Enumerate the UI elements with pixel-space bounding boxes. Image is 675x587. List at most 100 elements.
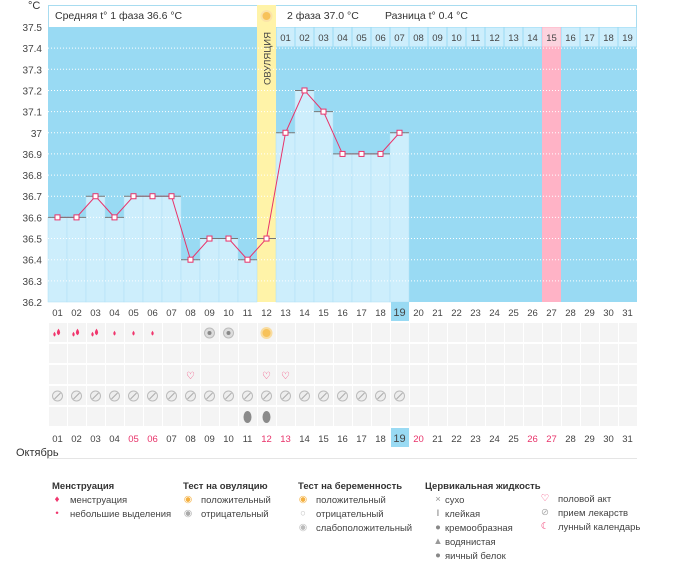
date-bottom-label: 13 [280,434,291,445]
legend-item-label: небольшие выделения [70,509,172,520]
temperature-point [396,129,403,136]
mark-cell [619,407,637,426]
date-label: 12 [261,308,272,319]
date-bottom-label: 27 [546,434,557,445]
heart-icon: ♡ [540,493,550,504]
spotting-icon [113,330,116,336]
date-label: 27 [546,308,557,319]
legend-item-label: положительный [201,495,271,506]
mark-cell [429,323,447,342]
temperature-point [339,150,346,157]
month-label: Октябрь [16,447,59,459]
heart-icon: ♡ [186,371,195,382]
mark-cell [619,323,637,342]
y-tick-label: 36.9 [23,150,43,161]
mark-cell [125,407,143,426]
pill-icon [149,392,156,400]
mark-cell [125,344,143,363]
egg-white-icon [243,411,252,423]
mark-cell [315,365,333,384]
cycle-day-label: 09 [432,33,443,44]
mark-cell [486,365,504,384]
mark-cell [68,344,86,363]
legend-item-label: менструация [70,495,128,506]
y-tick-label: 36.2 [23,298,43,309]
pill-icon [111,392,118,400]
cycle-day-cell [618,27,637,47]
mark-cell [486,323,504,342]
date-label: 28 [565,308,576,319]
mark-cell [334,365,352,384]
pill-icon [358,392,365,400]
mark-cell [429,407,447,426]
mark-cell [543,407,561,426]
watery-icon: ▲ [433,536,443,547]
divider [48,458,637,459]
mark-cell [543,323,561,342]
mark-cell [581,365,599,384]
date-label: 23 [470,308,481,319]
mark-cell [163,365,181,384]
mark-cell [600,407,618,426]
mark-cell [467,386,485,405]
temperature-point [149,193,156,200]
date-bottom-label: 17 [356,434,367,445]
date-bottom-label: 14 [299,434,310,445]
date-bottom-label: 12 [261,434,272,445]
cycle-day-cell [428,27,447,47]
date-bottom-label: 07 [166,434,177,445]
menstruation-icon: ♦ [54,494,60,505]
date-bottom-label: 25 [508,434,519,445]
temperature-point [244,256,251,263]
mark-cell [277,365,295,384]
date-label: 14 [299,308,310,319]
date-bottom-label: 06 [147,434,158,445]
mark-cell [524,344,542,363]
date-label: 09 [204,308,215,319]
spotting-icon: • [55,508,59,519]
mark-cell [87,344,105,363]
mark-cell [315,344,333,363]
cycle-day-label: 10 [451,33,462,44]
mark-cell [467,365,485,384]
mark-cell [144,407,162,426]
date-label: 25 [508,308,519,319]
mark-cell [182,365,200,384]
legend-item-label: отрицательный [316,509,384,520]
ovulation-negative-icon [226,331,231,335]
cycle-day-cell [352,27,371,47]
creamy-icon: ● [435,522,441,533]
mark-cell [334,344,352,363]
mark-cell [429,365,447,384]
date-bottom-label: 28 [565,434,576,445]
cycle-day-label: 18 [603,33,614,44]
date-label: 21 [432,308,443,319]
mark-cell [277,323,295,342]
ovulation-negative-icon: ◉ [183,508,193,519]
mark-cell [315,407,333,426]
legend-item-label: яичный белок [445,551,506,562]
temperature-bar [218,238,239,303]
mark-cell [220,407,238,426]
date-bottom-label: 08 [185,434,196,445]
temperature-bar [142,195,163,303]
date-bottom-label: 01 [52,434,63,445]
sticky-icon: I [436,508,440,519]
y-tick-label: 37.3 [23,65,43,76]
date-label: 17 [356,308,367,319]
date-bottom-label: 02 [71,434,82,445]
pill-icon: ⊘ [541,507,549,518]
y-tick-label: 36.8 [23,171,43,182]
cycle-day-cell [542,27,561,47]
mark-cell [581,407,599,426]
heart-icon: ♡ [262,371,271,382]
date-label: 04 [109,308,120,319]
cycle-day-cell [276,27,295,47]
mark-cell [334,407,352,426]
date-label: 07 [166,308,177,319]
date-bottom-label: 15 [318,434,329,445]
mark-cell [239,344,257,363]
highlight-column [542,27,561,302]
mark-cell [353,407,371,426]
mark-cell [182,344,200,363]
